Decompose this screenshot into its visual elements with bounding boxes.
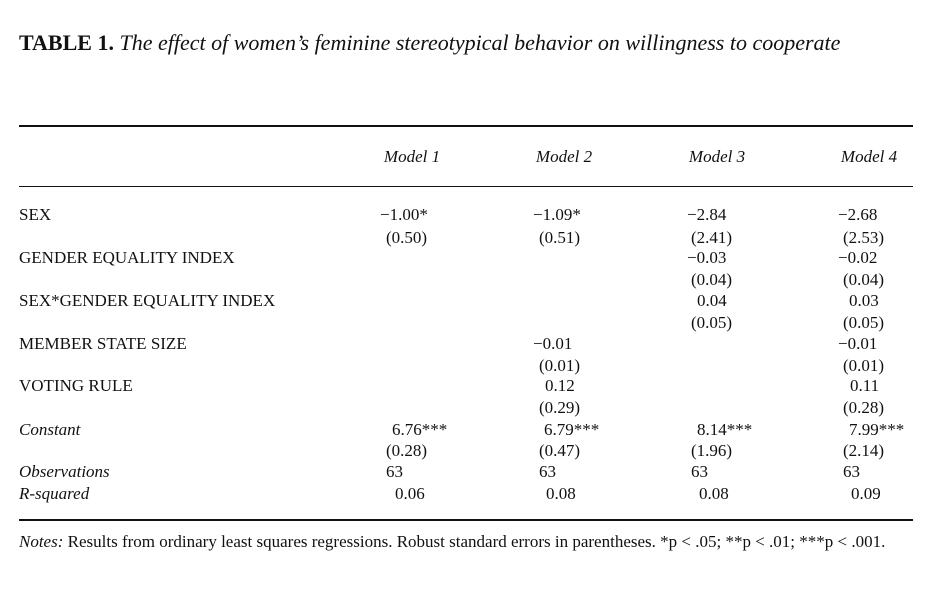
row-label-r-squared: R-squared [19, 484, 90, 503]
cell-const-se-m4: (2.14) [843, 441, 885, 460]
cell-const-se-m1: (0.28) [386, 441, 428, 460]
column-header-model-4: Model 4 [840, 147, 898, 166]
column-header-model-1: Model 1 [383, 147, 441, 166]
cell-const-m4: 7.99*** [849, 420, 905, 439]
cell-mss-se-m4: (0.01) [843, 356, 885, 375]
row-label-constant: Constant [19, 420, 81, 439]
cell-gei-se-m4: (0.04) [843, 270, 885, 289]
cell-sexgei-m3: 0.04 [697, 291, 727, 310]
notes-text: Results from ordinary least squares regr… [67, 532, 886, 551]
cell-mss-se-m2: (0.01) [539, 356, 581, 375]
cell-vr-se-m2: (0.29) [539, 398, 581, 417]
cell-sex-m2: −1.09* [533, 205, 581, 224]
table-caption: TABLE 1. The effect of women’s feminine … [19, 26, 915, 59]
cell-vr-se-m4: (0.28) [843, 398, 885, 417]
cell-obs-m1: 63 [386, 462, 403, 481]
table-label: TABLE 1. [19, 30, 114, 55]
cell-sex-se-m2: (0.51) [539, 228, 581, 247]
notes-lead: Notes: [19, 532, 64, 551]
cell-obs-m2: 63 [539, 462, 556, 481]
cell-obs-m4: 63 [843, 462, 860, 481]
cell-const-m1: 6.76*** [392, 420, 448, 439]
cell-sexgei-m4: 0.03 [849, 291, 879, 310]
cell-r2-m1: 0.06 [395, 484, 425, 503]
cell-sex-m4: −2.68 [838, 205, 878, 224]
cell-const-m2: 6.79*** [544, 420, 600, 439]
table-notes: Notes: Results from ordinary least squar… [19, 531, 919, 553]
bottom-rule [19, 519, 913, 521]
cell-sex-m1: −1.00* [380, 205, 428, 224]
row-label-member-state-size: MEMBER STATE SIZE [19, 334, 187, 353]
cell-gei-m3: −0.03 [687, 248, 727, 267]
cell-vr-m4: 0.11 [850, 376, 880, 395]
cell-sex-se-m3: (2.41) [691, 228, 733, 247]
cell-r2-m2: 0.08 [546, 484, 576, 503]
cell-const-m3: 8.14*** [697, 420, 753, 439]
cell-gei-m4: −0.02 [838, 248, 878, 267]
cell-const-se-m2: (0.47) [539, 441, 581, 460]
cell-sex-m3: −2.84 [687, 205, 727, 224]
cell-sex-se-m4: (2.53) [843, 228, 885, 247]
row-label-gender-equality-index: GENDER EQUALITY INDEX [19, 248, 235, 267]
column-header-model-2: Model 2 [535, 147, 593, 166]
row-label-sex: SEX [19, 205, 52, 224]
cell-r2-m4: 0.09 [851, 484, 881, 503]
cell-obs-m3: 63 [691, 462, 708, 481]
cell-sexgei-se-m4: (0.05) [843, 313, 885, 332]
cell-mss-m4: −0.01 [838, 334, 878, 353]
row-label-observations: Observations [19, 462, 110, 481]
cell-vr-m2: 0.12 [545, 376, 575, 395]
top-rule [19, 125, 913, 127]
row-label-voting-rule: VOTING RULE [19, 376, 133, 395]
header-rule [19, 186, 913, 187]
cell-sex-se-m1: (0.50) [386, 228, 428, 247]
table-title: The effect of women’s feminine stereotyp… [119, 30, 841, 55]
cell-sexgei-se-m3: (0.05) [691, 313, 733, 332]
cell-const-se-m3: (1.96) [691, 441, 733, 460]
row-label-sex-gender-equality-index: SEX*GENDER EQUALITY INDEX [19, 291, 276, 310]
column-header-model-3: Model 3 [688, 147, 746, 166]
cell-r2-m3: 0.08 [699, 484, 729, 503]
cell-mss-m2: −0.01 [533, 334, 573, 353]
cell-gei-se-m3: (0.04) [691, 270, 733, 289]
